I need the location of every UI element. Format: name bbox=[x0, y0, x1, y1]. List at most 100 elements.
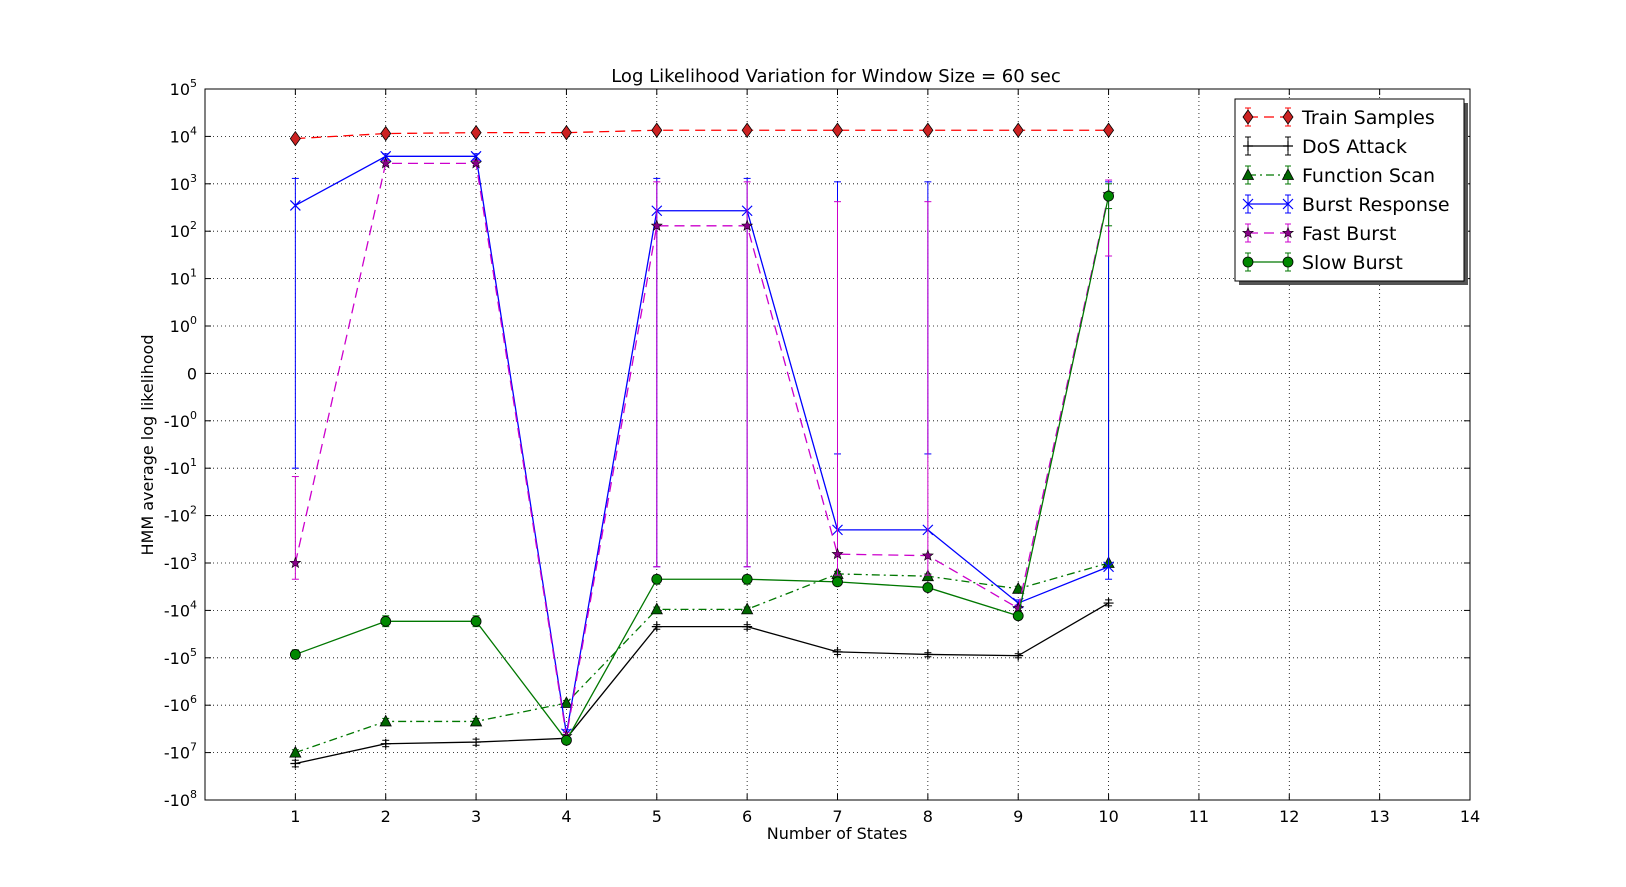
y-tick-exponent: 6 bbox=[190, 693, 197, 706]
y-tick-base: -10 bbox=[164, 507, 190, 526]
slow-burst-line bbox=[295, 195, 1110, 742]
marker-star bbox=[1241, 226, 1255, 239]
train-samples-point bbox=[1282, 109, 1294, 125]
legend-label: Slow Burst bbox=[1302, 252, 1403, 274]
marker-x bbox=[380, 150, 392, 162]
y-tick-exponent: 5 bbox=[190, 77, 197, 90]
y-tick-exponent: 7 bbox=[190, 741, 197, 754]
burst-response-line bbox=[295, 155, 1109, 734]
chart-title: Log Likelihood Variation for Window Size… bbox=[611, 66, 1061, 87]
fast-burst-point bbox=[831, 547, 844, 560]
fast-burst-error-bar bbox=[924, 201, 932, 576]
slow-burst-point bbox=[922, 582, 934, 593]
marker-star bbox=[470, 156, 483, 169]
marker-plus bbox=[290, 758, 301, 769]
burst-response-point bbox=[1103, 561, 1114, 573]
marker-triangle bbox=[289, 745, 302, 758]
series-fast-burst bbox=[289, 156, 1115, 742]
function-scan-point bbox=[289, 745, 302, 758]
marker-triangle bbox=[560, 696, 573, 708]
y-tick-exponent: 0 bbox=[190, 314, 197, 327]
dos-attack-point bbox=[1243, 141, 1253, 151]
legend-box bbox=[1234, 98, 1465, 282]
burst-response-point bbox=[289, 199, 301, 211]
marker-triangle bbox=[1012, 581, 1025, 594]
function-scan-point bbox=[469, 714, 483, 727]
legend-label: Fast Burst bbox=[1302, 223, 1396, 245]
x-tick-label: 7 bbox=[832, 807, 842, 826]
marker-x bbox=[1282, 198, 1294, 210]
burst-response-error-bar bbox=[291, 177, 299, 469]
train-samples-point bbox=[560, 124, 572, 141]
series-dos-attack bbox=[290, 598, 1114, 769]
slow-burst-point bbox=[832, 576, 843, 588]
marker-circle bbox=[561, 734, 572, 746]
fast-burst-error-bar bbox=[653, 181, 661, 568]
x-tick-label: 3 bbox=[471, 807, 481, 826]
y-tick-base: -10 bbox=[164, 744, 190, 763]
y-tick-exponent: 1 bbox=[190, 456, 197, 469]
y-tick-base: -10 bbox=[164, 601, 190, 620]
x-tick-label: 14 bbox=[1460, 807, 1480, 826]
marker-star bbox=[379, 156, 392, 169]
marker-diamond bbox=[1012, 122, 1024, 138]
train-samples-point bbox=[922, 122, 934, 138]
slow-burst-point bbox=[651, 573, 663, 585]
train-samples-point bbox=[289, 130, 301, 147]
train-samples-line bbox=[295, 129, 1109, 140]
fast-burst-point bbox=[470, 156, 483, 169]
marker-plus bbox=[380, 738, 391, 749]
y-tick-label: 103 bbox=[170, 172, 197, 194]
y-tick-label: -107 bbox=[164, 741, 197, 763]
train-samples-point bbox=[1242, 109, 1254, 125]
legend-entry-fast-burst: Fast Burst bbox=[1241, 223, 1396, 245]
y-tick-exponent: 4 bbox=[190, 598, 197, 611]
y-tick-base: -10 bbox=[164, 459, 190, 478]
marker-circle bbox=[1242, 256, 1254, 268]
dos-attack-point bbox=[832, 646, 843, 657]
marker-plus bbox=[1283, 141, 1293, 151]
marker-circle bbox=[922, 582, 934, 593]
x-tick-label: 9 bbox=[1013, 807, 1023, 826]
function-scan-point bbox=[1012, 581, 1025, 594]
legend-entry-train-samples: Train Samples bbox=[1242, 107, 1435, 129]
slow-burst-point bbox=[741, 573, 753, 585]
marker-diamond bbox=[470, 124, 482, 141]
marker-circle bbox=[1282, 256, 1294, 268]
legend-label: Burst Response bbox=[1302, 194, 1450, 216]
y-tick-exponent: 0 bbox=[190, 409, 197, 422]
burst-response-point bbox=[1282, 198, 1294, 210]
train-samples-point bbox=[380, 125, 392, 142]
marker-x bbox=[470, 150, 482, 162]
dos-attack-point bbox=[1103, 598, 1114, 609]
marker-triangle bbox=[740, 602, 754, 615]
y-tick-base: 0 bbox=[187, 364, 197, 383]
x-tick-label: 2 bbox=[381, 807, 391, 826]
marker-star bbox=[741, 219, 754, 231]
marker-triangle bbox=[379, 714, 392, 727]
y-tick-exponent: 2 bbox=[190, 219, 197, 232]
marker-plus bbox=[922, 649, 933, 660]
dos-attack-point bbox=[380, 738, 391, 749]
y-tick-label: 104 bbox=[170, 124, 197, 146]
marker-diamond bbox=[832, 122, 843, 138]
y-tick-label: 0 bbox=[187, 364, 197, 383]
function-scan-point bbox=[1281, 168, 1295, 180]
y-tick-label: 105 bbox=[170, 77, 197, 99]
dos-attack-point bbox=[1283, 141, 1293, 151]
y-tick-label: -102 bbox=[164, 504, 197, 526]
plot-series bbox=[289, 122, 1115, 769]
y-tick-exponent: 8 bbox=[190, 788, 197, 801]
x-tick-label: 6 bbox=[742, 807, 752, 826]
x-tick-label: 4 bbox=[561, 807, 571, 826]
train-samples-point bbox=[1012, 122, 1024, 138]
y-tick-label: -105 bbox=[164, 646, 197, 668]
train-samples-point bbox=[651, 122, 663, 138]
marker-diamond bbox=[741, 122, 753, 138]
marker-triangle bbox=[1241, 168, 1255, 180]
dos-attack-point bbox=[290, 758, 301, 769]
dos-attack-point bbox=[1013, 650, 1024, 661]
fast-burst-point bbox=[289, 556, 302, 569]
marker-triangle bbox=[1281, 168, 1295, 180]
